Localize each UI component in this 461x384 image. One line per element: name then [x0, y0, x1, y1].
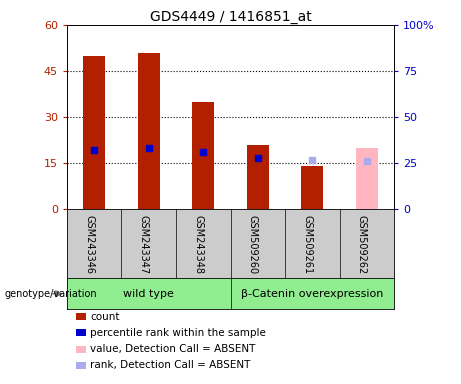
Bar: [83, 56, 105, 209]
Text: percentile rank within the sample: percentile rank within the sample: [90, 328, 266, 338]
Bar: [138, 53, 160, 209]
Text: β-Catenin overexpression: β-Catenin overexpression: [241, 289, 384, 299]
Text: rank, Detection Call = ABSENT: rank, Detection Call = ABSENT: [90, 360, 250, 370]
Text: value, Detection Call = ABSENT: value, Detection Call = ABSENT: [90, 344, 255, 354]
Text: GDS4449 / 1416851_at: GDS4449 / 1416851_at: [150, 10, 311, 23]
Text: genotype/variation: genotype/variation: [5, 289, 97, 299]
Text: GSM509261: GSM509261: [302, 215, 313, 274]
Bar: [356, 148, 378, 209]
Bar: [192, 102, 214, 209]
Bar: [301, 166, 323, 209]
Text: GSM243348: GSM243348: [193, 215, 203, 274]
Text: count: count: [90, 312, 119, 322]
Text: wild type: wild type: [123, 289, 174, 299]
Text: GSM243347: GSM243347: [139, 215, 148, 274]
Text: GSM243346: GSM243346: [84, 215, 94, 274]
Text: GSM509262: GSM509262: [357, 215, 367, 274]
Text: GSM509260: GSM509260: [248, 215, 258, 274]
Bar: [247, 145, 269, 209]
